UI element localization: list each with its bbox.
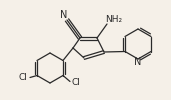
Text: Cl: Cl	[71, 78, 80, 87]
Text: NH₂: NH₂	[106, 16, 123, 24]
Text: N: N	[60, 10, 68, 20]
Text: N: N	[134, 57, 142, 67]
Text: Cl: Cl	[19, 73, 28, 82]
